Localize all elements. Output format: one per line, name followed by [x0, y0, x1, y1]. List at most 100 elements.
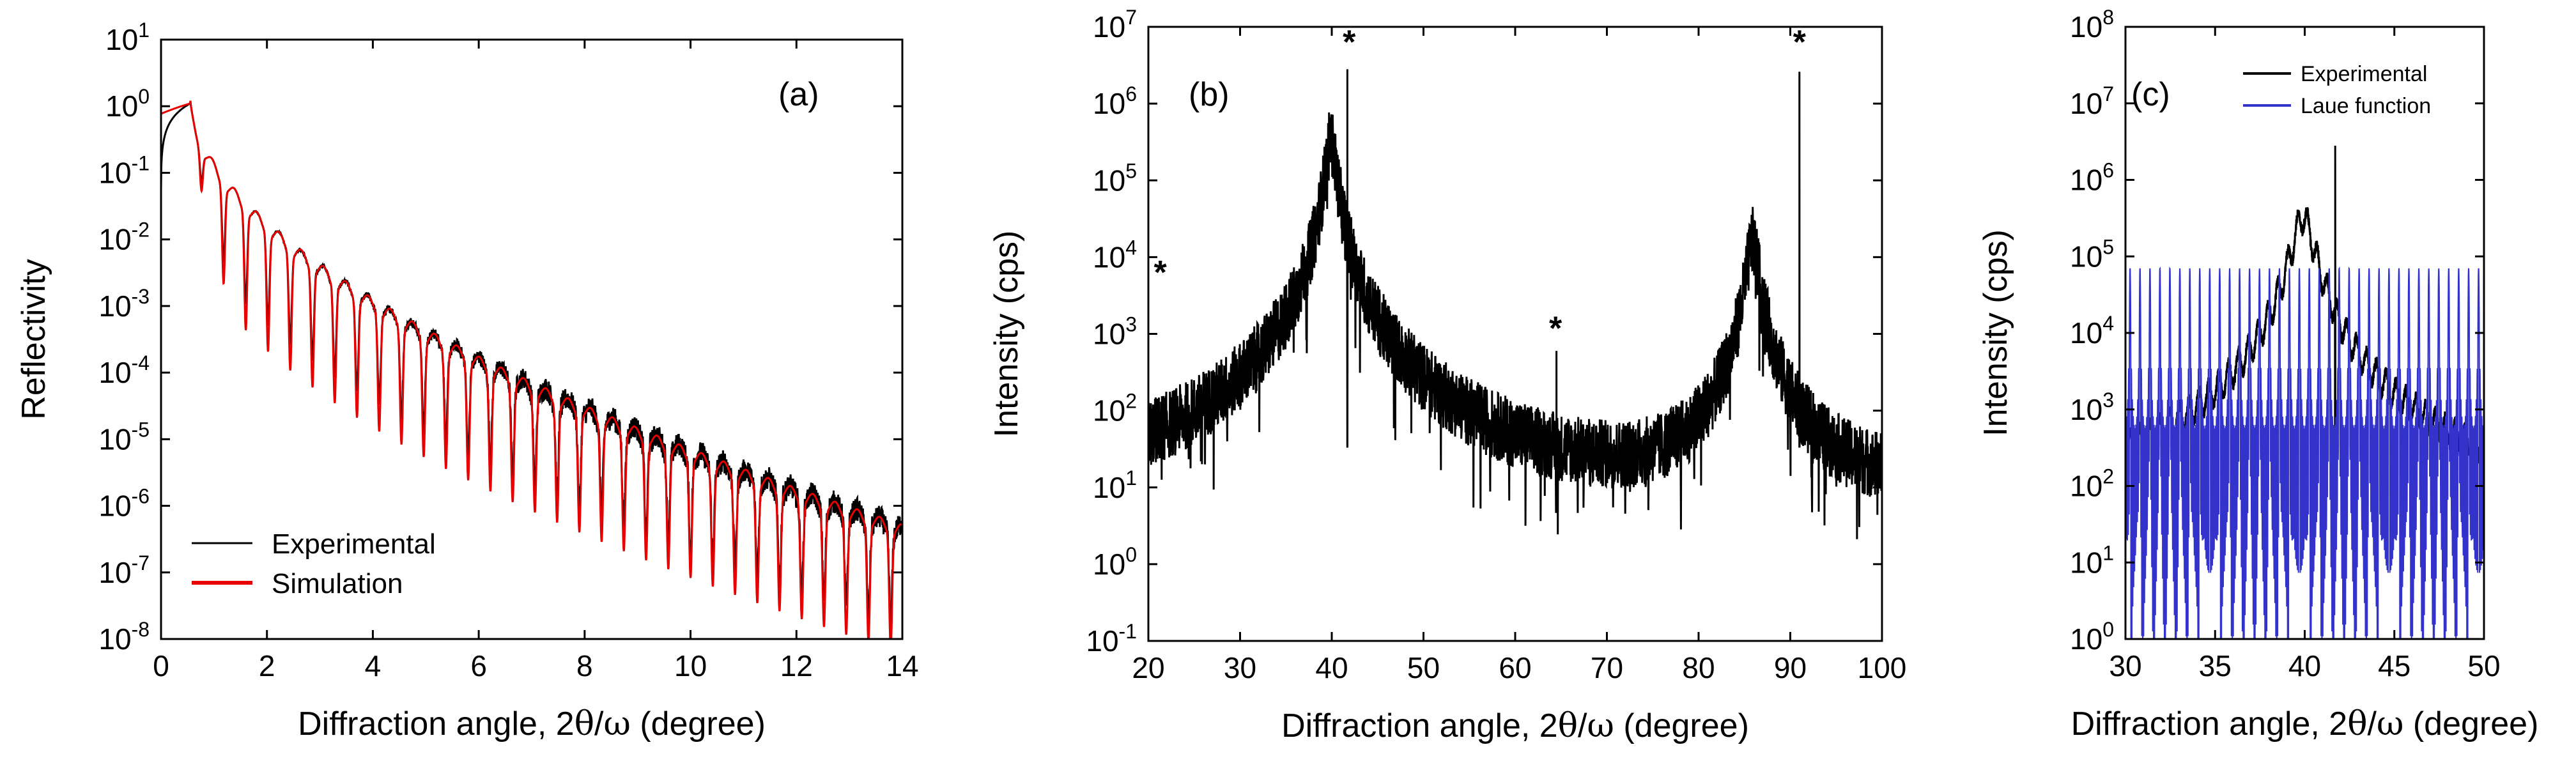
x-tick-label: 100	[1858, 651, 1907, 684]
annotation-marker: *	[1793, 24, 1807, 61]
x-tick-label: 30	[2109, 649, 2141, 682]
y-tick-exponent: 8	[2102, 6, 2114, 29]
y-tick-exponent: 6	[2102, 159, 2114, 182]
series-line-laue-function	[2125, 266, 2484, 639]
legend-label: Simulation	[272, 568, 403, 599]
y-tick-base: 10	[2070, 10, 2102, 43]
y-tick-exponent: 4	[2102, 312, 2114, 335]
x-tick-label: 45	[2378, 649, 2410, 682]
x-tick-label: 35	[2199, 649, 2232, 682]
y-tick-base: 10	[2070, 164, 2102, 197]
y-tick-exponent: -1	[132, 151, 150, 174]
y-tick-exponent: 4	[1125, 236, 1137, 259]
y-tick-exponent: 3	[2102, 389, 2114, 412]
y-tick-label: 101	[105, 19, 150, 56]
y-tick-exponent: 2	[1125, 390, 1137, 413]
y-tick-label: 102	[2070, 465, 2114, 503]
y-tick-base: 10	[98, 489, 131, 523]
y-tick-base: 10	[1093, 164, 1125, 197]
panel-label: (a)	[778, 76, 819, 113]
y-tick-label: 10-5	[98, 418, 150, 456]
x-tick-label: 2	[259, 649, 275, 682]
x-axis-label-part: Diffraction angle, 2	[2071, 705, 2348, 743]
y-tick-label: 100	[105, 85, 150, 123]
annotation-marker: *	[1549, 310, 1562, 347]
y-tick-label: 107	[1093, 6, 1137, 43]
panel-a-chart: 0 2 4 6 8 10 12 1410-810-710-610-510-410-310-21…	[15, 19, 919, 743]
y-tick-label: 10-7	[98, 551, 150, 589]
x-tick-label: 30	[1224, 651, 1256, 684]
y-tick-label: 103	[1093, 313, 1137, 351]
y-tick-label: 107	[2070, 82, 2114, 120]
x-axis-label: Diffraction angle, 2θ/ω (degree)	[1281, 707, 1749, 745]
y-tick-exponent: 1	[2102, 541, 2114, 564]
x-axis-label: Diffraction angle, 2θ/ω (degree)	[298, 705, 766, 743]
y-tick-label: 10-3	[98, 285, 150, 323]
y-tick-label: 100	[2070, 618, 2114, 656]
x-axis-label-part: ω	[1587, 707, 1614, 745]
y-tick-label: 10-2	[98, 219, 150, 256]
y-tick-label: 100	[1093, 543, 1137, 581]
y-tick-label: 10-6	[98, 485, 150, 523]
x-tick-label: 14	[886, 649, 918, 682]
y-tick-label: 106	[2070, 159, 2114, 197]
y-tick-exponent: 1	[1125, 466, 1137, 489]
y-tick-label: 105	[1093, 159, 1137, 197]
y-axis-label: Reflectivity	[15, 259, 52, 419]
y-tick-exponent: -2	[132, 219, 150, 242]
y-tick-base: 10	[2070, 546, 2102, 579]
y-axis-label: Intensity (cps)	[1977, 229, 2014, 436]
x-tick-label: 90	[1774, 651, 1807, 684]
y-tick-exponent: 3	[1125, 313, 1137, 336]
y-tick-base: 10	[1093, 87, 1125, 120]
x-axis-label-part: ω	[2377, 705, 2403, 743]
y-tick-base: 10	[98, 622, 131, 656]
y-tick-base: 10	[2070, 393, 2102, 426]
y-tick-exponent: -6	[132, 485, 150, 508]
x-axis-label-part: Diffraction angle, 2	[298, 705, 575, 743]
y-tick-exponent: 0	[1125, 543, 1137, 566]
x-axis-label-part: θ	[2347, 705, 2367, 743]
x-tick-label: 6	[470, 649, 487, 682]
x-axis-label-part: ω	[604, 705, 631, 743]
y-tick-exponent: 0	[2102, 618, 2114, 641]
x-tick-label: 80	[1682, 651, 1715, 684]
y-tick-exponent: -5	[132, 418, 150, 441]
y-tick-exponent: 7	[2102, 82, 2114, 105]
x-axis-label-part: /	[594, 705, 604, 743]
y-axis-label: Intensity (cps)	[988, 231, 1025, 438]
series-line-simulation	[161, 100, 902, 639]
x-axis-label: Diffraction angle, 2θ/ω (degree)	[2071, 705, 2539, 743]
legend-label: Laue function	[2301, 94, 2431, 118]
y-tick-exponent: -1	[1119, 620, 1137, 643]
y-tick-exponent: 5	[1125, 159, 1137, 182]
x-tick-label: 40	[1315, 651, 1348, 684]
y-tick-base: 10	[98, 422, 131, 456]
annotation-marker: *	[1154, 254, 1168, 291]
y-tick-label: 101	[1093, 466, 1137, 504]
y-tick-exponent: -7	[132, 551, 150, 574]
y-tick-label: 105	[2070, 235, 2114, 273]
y-tick-label: 104	[1093, 236, 1137, 273]
y-tick-base: 10	[105, 23, 138, 56]
x-tick-label: 20	[1132, 651, 1164, 684]
x-axis-label-part: (degree)	[2403, 705, 2538, 743]
y-tick-label: 10-8	[98, 618, 150, 656]
x-tick-label: 4	[365, 649, 382, 682]
y-tick-base: 10	[2070, 622, 2102, 656]
panel-b-chart: 20 30 40 50 60 70 80 90 10010-110010110210310410…	[988, 6, 1906, 745]
y-tick-base: 10	[1093, 548, 1125, 581]
y-tick-label: 102	[1093, 390, 1137, 427]
y-tick-exponent: -8	[132, 618, 150, 641]
y-tick-label: 103	[2070, 389, 2114, 426]
y-tick-exponent: -3	[132, 285, 150, 308]
legend-label: Experimental	[272, 528, 436, 560]
y-tick-exponent: 6	[1125, 82, 1137, 105]
x-tick-label: 0	[153, 649, 169, 682]
x-axis-label-part: θ	[575, 705, 594, 743]
y-tick-base: 10	[2070, 87, 2102, 120]
x-axis-label-part: /	[1578, 707, 1587, 744]
x-tick-label: 10	[674, 649, 707, 682]
x-tick-label: 12	[780, 649, 813, 682]
plot-frame	[160, 38, 904, 640]
